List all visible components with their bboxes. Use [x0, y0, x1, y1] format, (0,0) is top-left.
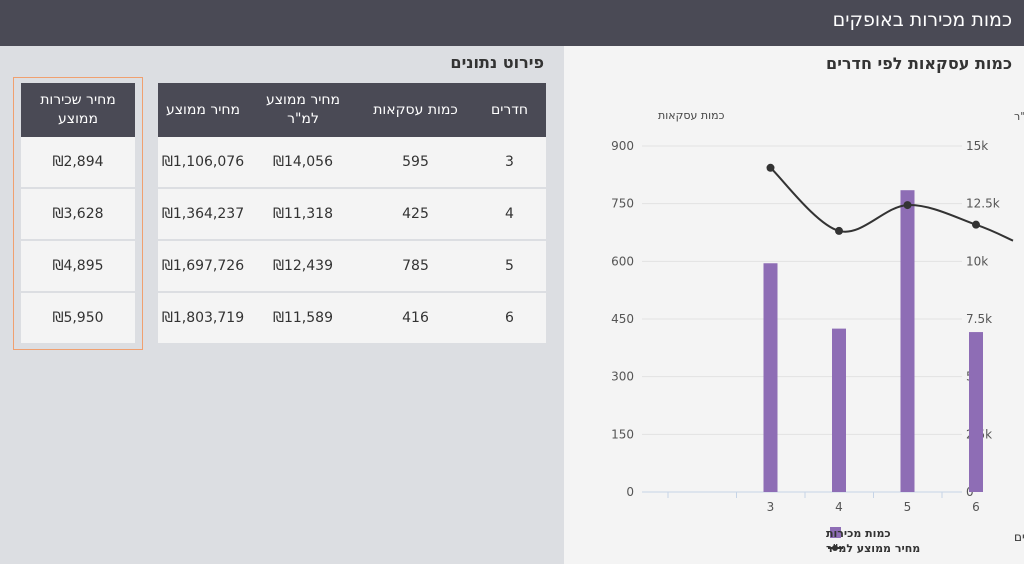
x-tick-label: 3 [767, 500, 775, 514]
right-axis-title: מחיר ממוצע למ"ר [1014, 110, 1024, 123]
table-row[interactable]: ₪5,950 [21, 293, 135, 345]
left-tick-label: 600 [611, 254, 634, 268]
rent-table: מחיר שכירות ממוצע ₪2,894 ₪3,628 ₪4,895 ₪… [21, 83, 135, 345]
cell-deals: 595 [358, 137, 473, 189]
x-axis-title: חדרים [1014, 530, 1024, 544]
cell-avg-price: ₪1,803,719 [158, 293, 248, 345]
deals-table-header-row: מחיר ממוצע מחיר ממוצע למ"ר כמות עסקאות ח… [158, 83, 546, 137]
cell-deals: 425 [358, 189, 473, 241]
left-axis-title: כמות עסקאות [658, 109, 725, 122]
table-row[interactable]: ₪1,803,719 ₪11,589 416 6 [158, 293, 546, 345]
line-point [835, 226, 843, 235]
line-point [903, 201, 912, 210]
rent-table-header-row: מחיר שכירות ממוצע [21, 83, 135, 137]
x-tick-label: 6 [972, 500, 980, 514]
deals-table: מחיר ממוצע מחיר ממוצע למ"ר כמות עסקאות ח… [158, 83, 546, 345]
cell-price-sqm: ₪12,439 [248, 241, 358, 293]
table-row[interactable]: ₪1,106,076 ₪14,056 595 3 [158, 137, 546, 189]
right-tick-label: 10k [966, 254, 988, 268]
cell-rooms: 3 [473, 137, 546, 189]
rent-table-frame [13, 77, 143, 350]
left-tick-label: 750 [611, 197, 634, 211]
right-tick-label: 12.5k [966, 197, 1000, 211]
table-row[interactable]: ₪4,895 [21, 241, 135, 293]
app-header: כמות מכירות באופקים [0, 0, 1024, 46]
legend-line-label: מחיר ממוצע למ"ר [826, 542, 920, 555]
header-rooms[interactable]: חדרים [473, 83, 546, 137]
table-row[interactable]: ₪1,697,726 ₪12,439 785 5 [158, 241, 546, 293]
header-deals[interactable]: כמות עסקאות [358, 83, 473, 137]
cell-avg-price: ₪1,364,237 [158, 189, 248, 241]
cell-rooms: 4 [473, 189, 546, 241]
legend-line-marker [832, 545, 838, 551]
header-avg-rent[interactable]: מחיר שכירות ממוצע [21, 83, 135, 137]
bar [832, 328, 846, 492]
x-tick-label: 5 [904, 500, 912, 514]
cell-avg-rent: ₪5,950 [21, 293, 135, 345]
cell-rooms: 5 [473, 241, 546, 293]
cell-rooms: 6 [473, 293, 546, 345]
bar [763, 263, 778, 492]
left-tick-label: 150 [611, 427, 634, 441]
chart-panel: כמות עסקאות לפי חדרים [564, 46, 1024, 564]
table-row[interactable]: ₪1,364,237 ₪11,318 425 4 [158, 189, 546, 241]
right-tick-label: 7.5k [966, 312, 992, 326]
left-tick-label: 0 [626, 485, 634, 499]
deals-by-rooms-chart: 015030045060075090002.5k5k7.5k10k12.5k15… [611, 109, 1024, 555]
cell-deals: 416 [358, 293, 473, 345]
cell-avg-rent: ₪4,895 [21, 241, 135, 293]
right-tick-label: 15k [966, 139, 988, 153]
page-title: כמות מכירות באופקים [832, 9, 1012, 31]
table-row[interactable]: ₪2,894 [21, 137, 135, 189]
cell-deals: 785 [358, 241, 473, 293]
x-tick-label: 4 [835, 500, 843, 514]
header-price-sqm[interactable]: מחיר ממוצע למ"ר [248, 83, 358, 137]
left-tick-label: 300 [611, 370, 634, 384]
cell-avg-rent: ₪3,628 [21, 189, 135, 241]
cell-avg-price: ₪1,697,726 [158, 241, 248, 293]
chart-title: כמות עסקאות לפי חדרים [826, 54, 1012, 73]
cell-price-sqm: ₪14,056 [248, 137, 358, 189]
cell-avg-rent: ₪2,894 [21, 137, 135, 189]
line-point [766, 163, 775, 172]
legend-bar-label: כמות מכירות [826, 527, 891, 540]
left-tick-label: 900 [611, 139, 634, 153]
bar [900, 190, 915, 492]
line-point [972, 220, 980, 229]
details-title: פירוט נתונים [450, 53, 544, 72]
cell-avg-price: ₪1,106,076 [158, 137, 248, 189]
bar [969, 332, 983, 492]
legend-bar-swatch [830, 527, 841, 538]
left-tick-label: 450 [611, 312, 634, 326]
table-row[interactable]: ₪3,628 [21, 189, 135, 241]
header-avg-price[interactable]: מחיר ממוצע [158, 83, 248, 137]
cell-price-sqm: ₪11,589 [248, 293, 358, 345]
cell-price-sqm: ₪11,318 [248, 189, 358, 241]
